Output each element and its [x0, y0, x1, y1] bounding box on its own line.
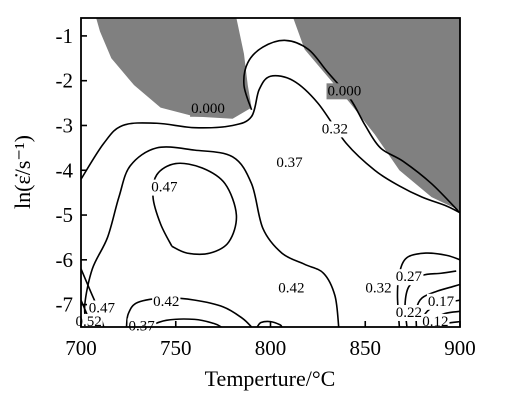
instability-regions — [96, 18, 460, 211]
contour-line-0_47-4 — [152, 162, 238, 256]
y-axis-ticks: -1 -2 -3 -4 -5 -6 -7 — [56, 24, 87, 317]
x-tick-label: 850 — [350, 336, 382, 360]
contour-label-bg-9 — [394, 269, 424, 286]
y-tick-label: -5 — [56, 203, 74, 227]
y-tick-label: -2 — [56, 69, 74, 93]
x-tick-label: 800 — [255, 336, 287, 360]
contour-label-bg-2 — [326, 83, 363, 100]
contour-label-13: 0.47 — [89, 301, 116, 317]
contour-line-0_37-13 — [125, 297, 253, 327]
contour-label-bg-1 — [190, 100, 226, 117]
contour-line-0_32-14 — [147, 318, 222, 327]
contour-label-bg-11 — [426, 293, 456, 310]
contour-label-8: 0.32 — [365, 280, 391, 296]
contour-label-4: 0.37 — [276, 155, 303, 171]
contour-label-7: 0.42 — [278, 280, 304, 296]
x-tick-label: 750 — [160, 336, 192, 360]
contour-label-bg-6 — [152, 293, 181, 310]
contour-line-0_37-5 — [396, 252, 460, 327]
contour-label-bg-12 — [421, 313, 450, 330]
contour-label-bg-8 — [364, 280, 393, 297]
contour-label-5: 0.47 — [151, 180, 178, 196]
y-axis-title: ln(ε̇/s⁻¹) — [10, 135, 35, 209]
x-axis-ticks: 700 750 800 850 900 — [65, 321, 476, 360]
contour-label-1: 0.000 — [191, 101, 225, 117]
y-tick-label: -4 — [56, 158, 74, 182]
y-tick-label: -1 — [56, 24, 74, 48]
contour-label-6: 0.42 — [153, 294, 179, 310]
contour-label-9: 0.27 — [396, 269, 423, 285]
contour-label-12: 0.12 — [422, 314, 448, 330]
contour-labels: 0.000 0.000 0.32 0.37 0.47 0.42 0.42 0.32 0.27 0.… — [74, 83, 456, 335]
contour-label-14: 0.52 — [75, 314, 101, 330]
contour-label-3: 0.32 — [322, 121, 348, 137]
contour-label-bg-13 — [87, 300, 117, 317]
contour-line-0_42-3 — [83, 146, 340, 327]
contour-label-bg-7 — [277, 280, 306, 297]
contour-line-0_32-1 — [243, 39, 460, 214]
contour-label-10: 0.22 — [396, 305, 422, 321]
instability-region-2 — [293, 18, 460, 211]
contour-label-bg-3 — [320, 121, 350, 138]
contour-label-11: 0.17 — [428, 294, 455, 310]
instability-region-1 — [96, 18, 252, 119]
contour-label-bg-5 — [150, 179, 180, 196]
y-tick-label: -6 — [56, 248, 74, 272]
y-tick-label: -7 — [56, 293, 74, 317]
x-axis-title: Temperture/°C — [205, 366, 336, 391]
contour-label-bg-10 — [394, 305, 423, 322]
contour-line-0_37-2 — [81, 74, 460, 214]
contour-label-2: 0.000 — [328, 83, 362, 99]
y-tick-label: -3 — [56, 113, 74, 137]
x-tick-label: 700 — [65, 336, 97, 360]
x-tick-label: 900 — [444, 336, 476, 360]
contour-label-bg-4 — [275, 154, 305, 171]
